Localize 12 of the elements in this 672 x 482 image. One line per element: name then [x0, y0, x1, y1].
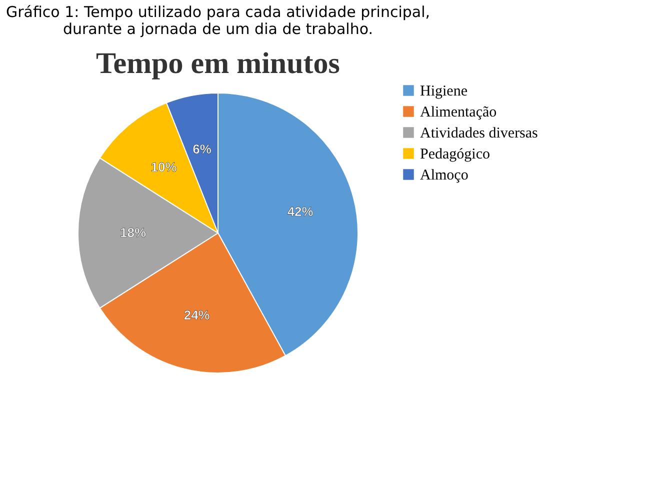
- data-label: 42%: [287, 204, 314, 219]
- legend-label: Atividades diversas: [420, 126, 538, 142]
- chart-title: Gráfico 1: Tempo utilizado para cada atividade principal, durante a jornada de um dia de trabalho.: [6, 3, 430, 38]
- data-label: 24%: [184, 307, 210, 322]
- chart-subtitle: Tempo em minutos: [96, 47, 340, 80]
- legend-label: Almoço: [420, 168, 468, 184]
- data-label: 18%: [120, 225, 146, 240]
- legend-label: Pedagógico: [420, 146, 490, 162]
- data-label: 10%: [150, 160, 178, 175]
- legend-label: Alimentação: [420, 104, 497, 120]
- data-label: 6%: [192, 142, 212, 157]
- legend-label: Higiene: [420, 84, 468, 100]
